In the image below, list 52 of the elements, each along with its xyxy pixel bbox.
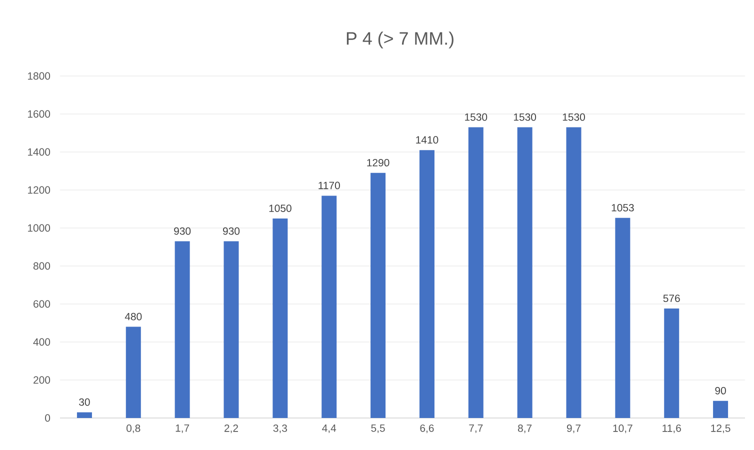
x-tick-label: 11,6 <box>662 424 681 434</box>
data-label: 30 <box>79 398 90 406</box>
x-tick-label: 3,3 <box>273 424 287 434</box>
bar <box>76 412 92 418</box>
y-tick-label: 1000 <box>28 224 50 232</box>
data-label: 480 <box>124 312 142 320</box>
bar <box>272 218 288 418</box>
x-tick-label: 7,7 <box>469 424 483 434</box>
x-tick-label: 10,7 <box>613 424 632 434</box>
x-tick-label: 6,6 <box>420 424 434 434</box>
bar <box>224 241 239 418</box>
bar <box>174 241 190 418</box>
y-tick-label: 1400 <box>28 148 50 156</box>
bar <box>615 218 630 418</box>
x-tick-label: 1,7 <box>176 424 190 434</box>
bar <box>126 326 141 418</box>
data-label: 576 <box>663 294 680 302</box>
data-label: 90 <box>715 386 726 394</box>
bar <box>664 308 680 418</box>
bar <box>468 127 484 418</box>
x-tick-label: 2,2 <box>224 424 238 434</box>
x-tick-label: 9,7 <box>566 424 580 434</box>
x-tick-label: 12,5 <box>711 424 730 434</box>
data-label: 1530 <box>562 113 585 121</box>
bar <box>713 400 728 418</box>
y-tick-label: 800 <box>33 262 50 270</box>
data-label: 1530 <box>514 113 536 121</box>
data-label: 1290 <box>367 158 390 166</box>
y-tick-label: 0 <box>45 414 50 422</box>
y-tick-label: 1600 <box>28 110 50 118</box>
y-tick-label: 1200 <box>28 186 50 194</box>
data-label: 1053 <box>612 204 634 212</box>
bar <box>419 150 434 418</box>
data-label: 1530 <box>465 113 488 121</box>
data-label: 930 <box>174 227 191 235</box>
chart-title: P 4 (> 7 MM.) <box>346 32 454 48</box>
x-tick-label: 5,5 <box>371 424 385 434</box>
y-tick-label: 600 <box>34 300 50 308</box>
y-tick-label: 1800 <box>28 72 50 80</box>
x-tick-label: 0,8 <box>126 424 140 434</box>
data-label: 930 <box>223 227 240 235</box>
x-tick-label: 8,7 <box>518 424 532 434</box>
y-tick-label: 200 <box>34 376 50 384</box>
bar <box>370 172 386 418</box>
bar <box>517 127 532 418</box>
data-label: 1170 <box>318 182 340 190</box>
x-tick-label: 4,4 <box>322 424 336 434</box>
data-label: 1410 <box>416 136 438 144</box>
data-label: 1050 <box>269 204 292 212</box>
bar <box>566 127 582 418</box>
bar <box>322 196 337 418</box>
y-tick-label: 400 <box>33 338 50 346</box>
